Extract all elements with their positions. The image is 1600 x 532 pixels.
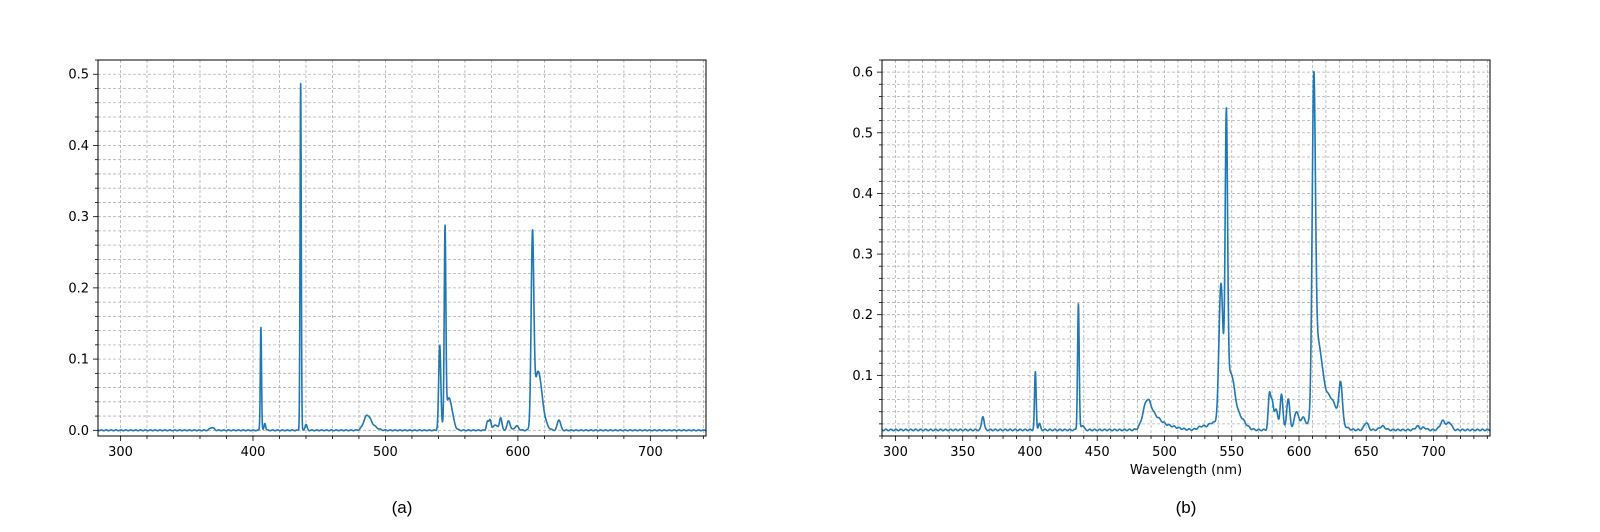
- tick-labels: 300 400 500 600 700 0.0 0.1 0.2 0.3 0.4 0.5: [68, 68, 662, 460]
- y-tick-label: 0.5: [852, 126, 873, 141]
- y-tick-label: 0.2: [852, 308, 873, 323]
- x-tick-label: 600: [1287, 445, 1312, 460]
- y-tick-label: 0.1: [852, 369, 873, 384]
- x-tick-label: 500: [1152, 445, 1177, 460]
- x-tick-label: 700: [1421, 445, 1446, 460]
- x-tick-label: 400: [241, 445, 266, 460]
- spectrum-chart-a: 300 400 500 600 700 0.0 0.1 0.2 0.3 0.4 0.5 (a): [68, 59, 707, 517]
- y-tick-label: 0.3: [68, 210, 89, 225]
- x-tick-label: 450: [1085, 445, 1110, 460]
- x-tick-label: 650: [1354, 445, 1379, 460]
- panel-caption-b: (b): [1176, 498, 1197, 517]
- y-tick-label: 0.1: [68, 353, 89, 368]
- plot-frame: [97, 59, 707, 437]
- spectrum-line: [882, 70, 1490, 432]
- y-tick-label: 0.3: [852, 248, 873, 263]
- grid: [881, 59, 1490, 437]
- spectrum-chart-b: 300 350 400 450 500 550 600 650 700 0.1 0.2 0.3 0.4 0…: [852, 59, 1491, 517]
- x-tick-label: 700: [638, 445, 663, 460]
- y-tick-label: 0.2: [68, 281, 89, 296]
- x-tick-label: 300: [108, 445, 133, 460]
- x-tick-label: 400: [1018, 445, 1043, 460]
- y-tick-label: 0.5: [68, 68, 89, 83]
- x-tick-label: 550: [1219, 445, 1244, 460]
- series-line: [98, 82, 706, 432]
- x-tick-label: 500: [373, 445, 398, 460]
- x-axis-label: Wavelength (nm): [1130, 463, 1242, 478]
- tick-labels: 300 350 400 450 500 550 600 650 700 0.1 0.2 0.3 0.4 0…: [852, 66, 1446, 460]
- y-tick-label: 0.0: [68, 424, 89, 439]
- x-tick-label: 600: [505, 445, 530, 460]
- plot-frame: [881, 59, 1491, 437]
- x-tick-label: 350: [950, 445, 975, 460]
- y-tick-label: 0.4: [852, 187, 873, 202]
- x-tick-label: 300: [883, 445, 908, 460]
- panel-caption-a: (a): [392, 498, 413, 517]
- y-tick-label: 0.4: [68, 139, 89, 154]
- spectrum-line: [98, 82, 706, 432]
- y-tick-label: 0.6: [852, 66, 873, 81]
- series-line: [882, 70, 1490, 432]
